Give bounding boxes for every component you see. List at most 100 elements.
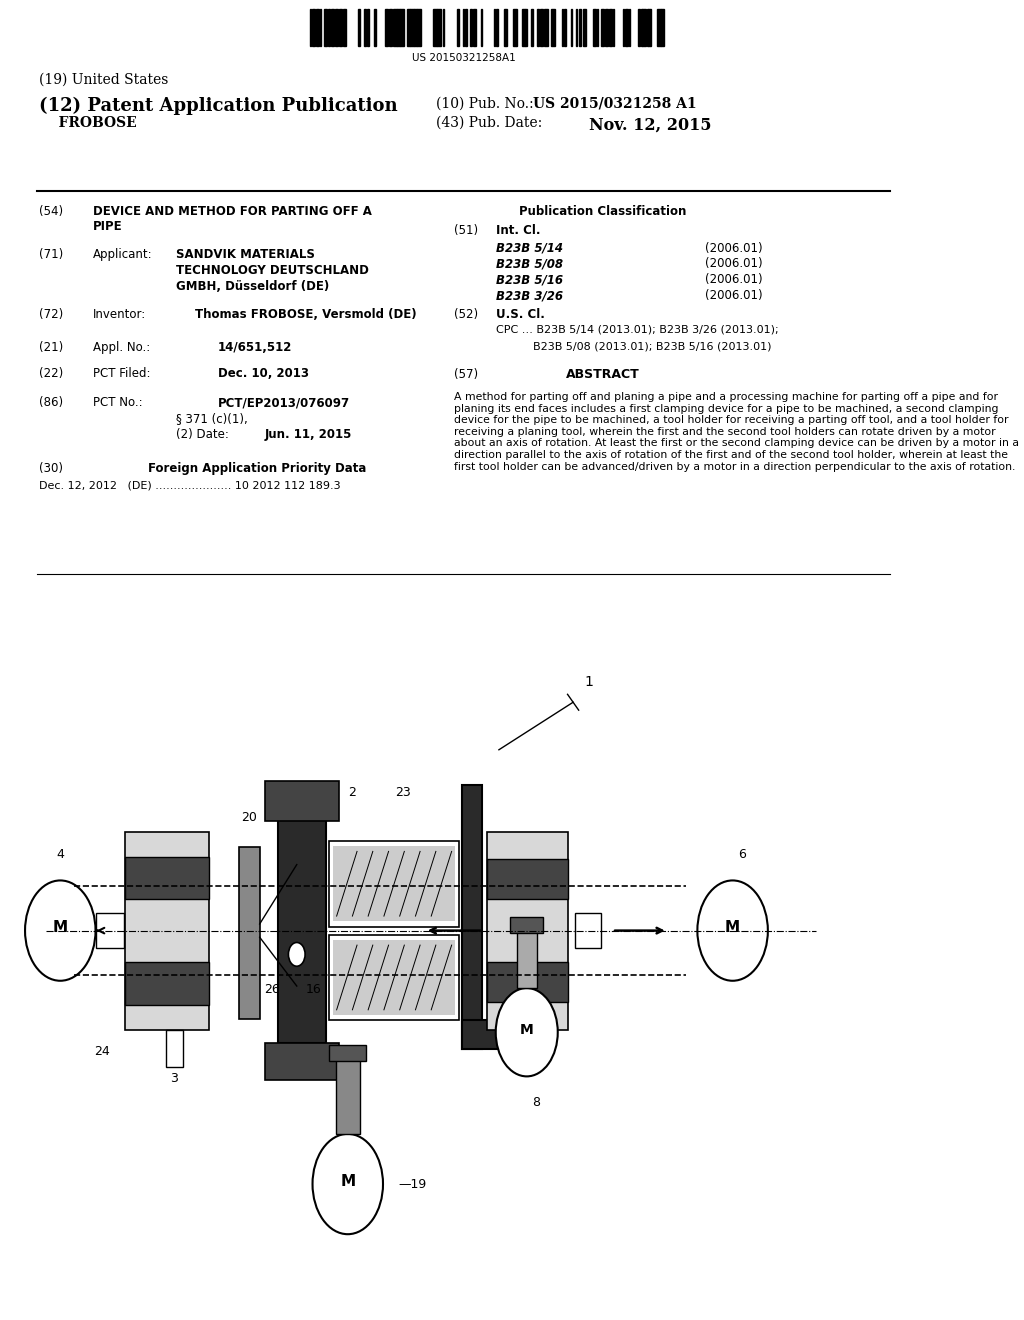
Text: § 371 (c)(1),: § 371 (c)(1), xyxy=(176,412,248,425)
Bar xyxy=(400,9,403,46)
Bar xyxy=(393,9,396,46)
Text: 16: 16 xyxy=(306,983,322,997)
Text: Jun. 11, 2015: Jun. 11, 2015 xyxy=(264,428,351,441)
Text: Inventor:: Inventor: xyxy=(93,308,146,321)
Bar xyxy=(333,846,456,921)
Bar xyxy=(316,9,319,46)
Bar xyxy=(339,9,342,46)
Bar xyxy=(525,9,527,46)
Bar xyxy=(265,1043,339,1080)
Bar xyxy=(496,9,498,46)
Text: 8: 8 xyxy=(532,1096,540,1109)
Circle shape xyxy=(289,942,305,966)
Text: (54): (54) xyxy=(39,205,63,218)
Bar xyxy=(331,9,334,46)
Text: (52): (52) xyxy=(455,308,478,321)
Bar xyxy=(486,962,568,1002)
Bar xyxy=(125,962,209,1005)
Bar xyxy=(583,9,587,46)
Bar xyxy=(333,940,456,1015)
Text: (71): (71) xyxy=(39,248,63,261)
Bar xyxy=(597,9,598,46)
Bar xyxy=(638,9,640,46)
Text: PCT Filed:: PCT Filed: xyxy=(93,367,151,380)
Text: Dec. 10, 2013: Dec. 10, 2013 xyxy=(218,367,309,380)
Bar xyxy=(600,9,604,46)
Bar xyxy=(480,9,482,46)
Bar xyxy=(516,923,537,989)
Text: ABSTRACT: ABSTRACT xyxy=(566,368,640,381)
Text: A method for parting off and planing a pipe and a processing machine for parting: A method for parting off and planing a p… xyxy=(455,392,1020,471)
Bar xyxy=(343,9,346,46)
Text: (19) United States: (19) United States xyxy=(39,73,168,87)
Text: M: M xyxy=(340,1173,355,1189)
Bar xyxy=(505,9,507,46)
Text: 4: 4 xyxy=(56,847,65,861)
Bar xyxy=(240,847,260,1019)
Bar xyxy=(336,1048,359,1134)
Bar xyxy=(540,9,544,46)
Bar xyxy=(415,9,417,46)
Text: (57): (57) xyxy=(455,368,478,381)
Bar xyxy=(575,9,577,46)
Text: Applicant:: Applicant: xyxy=(93,248,153,261)
Text: FROBOSE: FROBOSE xyxy=(39,116,136,131)
Bar xyxy=(418,9,421,46)
Text: (21): (21) xyxy=(39,341,63,354)
Bar xyxy=(310,9,311,46)
Bar xyxy=(364,9,367,46)
Bar xyxy=(125,832,209,1030)
Text: (12) Patent Application Publication: (12) Patent Application Publication xyxy=(39,96,397,115)
Text: Appl. No.:: Appl. No.: xyxy=(93,341,150,354)
Bar xyxy=(433,9,436,46)
Text: (30): (30) xyxy=(39,462,62,475)
Bar xyxy=(329,1045,367,1061)
Text: 2: 2 xyxy=(348,785,356,799)
Text: B23B 3/26: B23B 3/26 xyxy=(497,289,563,302)
Text: US 20150321258A1: US 20150321258A1 xyxy=(412,53,515,63)
Text: DEVICE AND METHOD FOR PARTING OFF A: DEVICE AND METHOD FOR PARTING OFF A xyxy=(93,205,372,218)
Text: (2006.01): (2006.01) xyxy=(705,273,763,286)
Text: PCT No.:: PCT No.: xyxy=(93,396,142,409)
Bar xyxy=(125,857,209,899)
Text: SANDVIK MATERIALS: SANDVIK MATERIALS xyxy=(176,248,315,261)
Text: 23: 23 xyxy=(395,785,412,799)
Bar xyxy=(457,9,459,46)
Text: (10) Pub. No.:: (10) Pub. No.: xyxy=(436,96,534,111)
Bar xyxy=(623,9,624,46)
Text: Nov. 12, 2015: Nov. 12, 2015 xyxy=(589,116,712,133)
Bar xyxy=(629,9,630,46)
Text: (43) Pub. Date:: (43) Pub. Date: xyxy=(436,116,542,131)
Bar xyxy=(443,9,444,46)
Text: CPC … B23B 5/14 (2013.01); B23B 3/26 (2013.01);: CPC … B23B 5/14 (2013.01); B23B 3/26 (20… xyxy=(497,325,779,335)
Text: 14/651,512: 14/651,512 xyxy=(218,341,292,354)
Text: (22): (22) xyxy=(39,367,63,380)
Bar xyxy=(513,9,516,46)
Bar xyxy=(608,9,612,46)
Bar xyxy=(571,9,572,46)
Text: 3: 3 xyxy=(170,1072,178,1085)
Text: B23B 5/08: B23B 5/08 xyxy=(497,257,563,271)
Bar xyxy=(574,913,601,948)
Text: (2) Date:: (2) Date: xyxy=(176,428,229,441)
Bar xyxy=(465,9,467,46)
Bar xyxy=(544,9,548,46)
Text: Foreign Application Priority Data: Foreign Application Priority Data xyxy=(148,462,367,475)
Circle shape xyxy=(697,880,768,981)
Bar xyxy=(551,9,555,46)
Bar xyxy=(662,9,664,46)
Text: M: M xyxy=(520,1023,534,1036)
Text: M: M xyxy=(52,920,68,936)
Bar xyxy=(486,859,568,899)
Bar xyxy=(367,9,369,46)
Bar xyxy=(516,9,517,46)
Text: TECHNOLOGY DEUTSCHLAND: TECHNOLOGY DEUTSCHLAND xyxy=(176,264,369,277)
Bar xyxy=(462,1020,536,1049)
Text: 24: 24 xyxy=(94,1045,110,1059)
Text: PIPE: PIPE xyxy=(93,220,122,234)
Bar xyxy=(408,9,410,46)
Bar xyxy=(329,841,459,927)
Circle shape xyxy=(312,1134,383,1234)
Bar xyxy=(389,9,392,46)
Text: B23B 5/14: B23B 5/14 xyxy=(497,242,563,255)
